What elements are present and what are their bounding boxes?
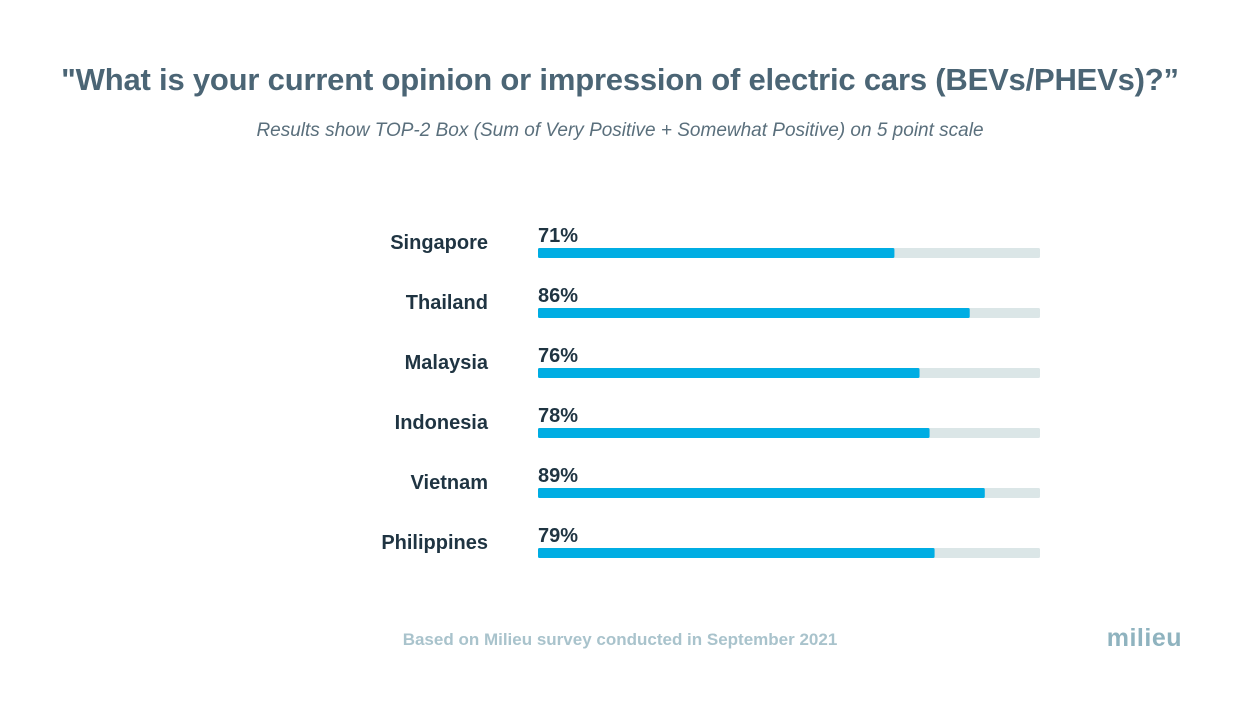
bar xyxy=(538,488,985,498)
bar xyxy=(538,308,970,318)
category-label: Malaysia xyxy=(405,352,489,374)
chart-title: "What is your current opinion or impress… xyxy=(61,62,1179,97)
bar xyxy=(538,548,935,558)
value-label: 86% xyxy=(538,285,578,307)
category-label: Thailand xyxy=(406,292,488,314)
value-label: 78% xyxy=(538,405,578,427)
category-label: Philippines xyxy=(381,532,488,554)
source-note: Based on Milieu survey conducted in Sept… xyxy=(402,630,838,649)
category-label: Vietnam xyxy=(411,472,488,494)
chart-subtitle: Results show TOP-2 Box (Sum of Very Posi… xyxy=(256,120,984,141)
bar xyxy=(538,248,895,258)
bar xyxy=(538,428,930,438)
value-label: 89% xyxy=(538,465,578,487)
value-label: 76% xyxy=(538,345,578,367)
category-label: Singapore xyxy=(390,232,488,254)
value-label: 71% xyxy=(538,225,578,247)
bar xyxy=(538,368,920,378)
value-label: 79% xyxy=(538,525,578,547)
category-label: Indonesia xyxy=(395,412,489,434)
milieu-logo: milieu xyxy=(1106,624,1182,652)
